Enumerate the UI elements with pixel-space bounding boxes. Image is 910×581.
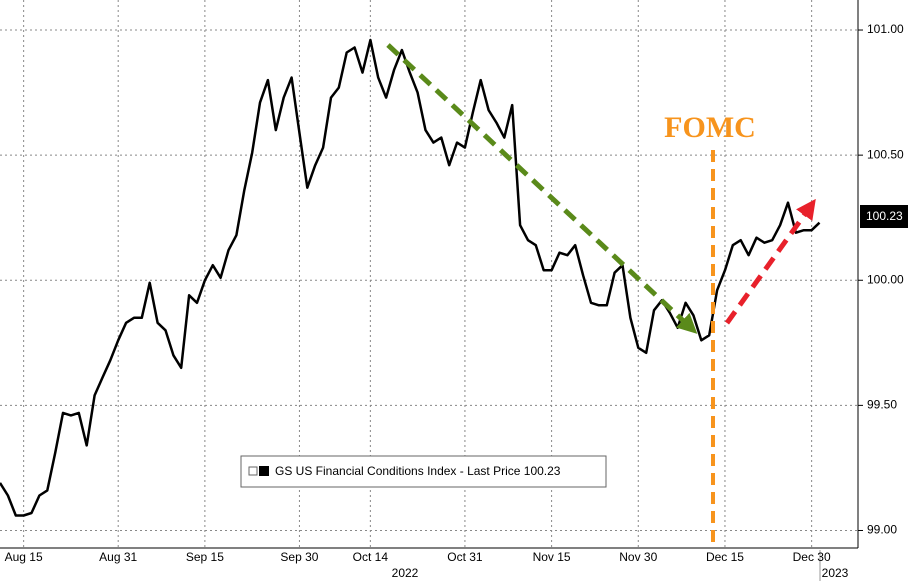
x-tick-label: Aug 15 [5,550,43,564]
x-tick-label: Dec 30 [793,550,831,564]
y-tick-label: 99.50 [867,398,897,412]
legend-label: GS US Financial Conditions Index - Last … [275,464,561,478]
x-tick-label: Sep 15 [186,550,224,564]
legend-swatch [259,466,269,476]
trend-arrow [386,43,698,334]
plot [0,38,821,517]
last-price-badge [860,205,908,228]
y-tick-label: 99.00 [867,523,897,537]
legend: GS US Financial Conditions Index - Last … [240,455,607,488]
last-price-label: 100.23 [866,209,903,223]
x-tick-label: Oct 14 [353,550,389,564]
y-tick-label: 100.50 [867,147,904,161]
series-line [0,38,821,517]
legend-box [240,455,607,488]
year-label: 2023 [822,566,849,580]
y-tick-label: 100.00 [867,272,904,286]
y-tick-label: 101.00 [867,22,904,36]
x-tick-label: Nov 30 [619,550,657,564]
x-tick-label: Dec 15 [706,550,744,564]
legend-toggle[interactable] [248,466,258,476]
trend-arrow [724,198,816,325]
year-label: 2022 [392,566,419,580]
x-tick-label: Aug 31 [99,550,137,564]
event-label: FOMC [664,111,756,144]
x-tick-label: Oct 31 [447,550,483,564]
x-tick-label: Sep 30 [280,550,318,564]
x-tick-label: Nov 15 [533,550,571,564]
